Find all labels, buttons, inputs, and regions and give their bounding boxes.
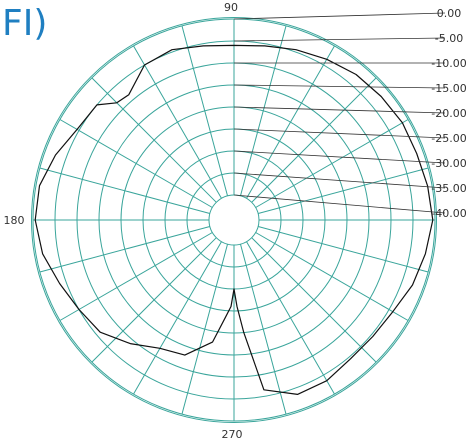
radial-tick-leader: [233, 128, 446, 139]
radial-tick-leader: [233, 150, 446, 164]
grid-spoke: [91, 237, 217, 363]
trace-layer: [34, 44, 434, 395]
grid-spoke: [246, 241, 335, 395]
outer-ring: [31, 17, 437, 423]
radial-tick-leader: [233, 12, 446, 20]
angle-label: 90: [224, 1, 238, 14]
radial-tick-label: -5.00: [435, 32, 463, 45]
grid-spoke: [255, 119, 409, 208]
polar-grid: [31, 17, 437, 423]
grid-spoke: [181, 244, 229, 415]
angle-label: 270: [222, 428, 243, 441]
grid-spoke: [91, 77, 217, 203]
radial-tick-leader: [233, 194, 446, 214]
grid-spoke: [59, 119, 213, 208]
grid-spoke: [39, 167, 210, 215]
radial-tick-label: -15.00: [431, 82, 466, 95]
grid-spoke: [258, 167, 429, 215]
radial-tick-leader: [233, 84, 446, 89]
radial-tick-label: -30.00: [431, 157, 466, 170]
grid-spoke: [59, 232, 213, 321]
grid-spoke: [255, 232, 409, 321]
grid-spoke: [251, 77, 377, 203]
grid-spoke: [181, 25, 229, 196]
radial-tick-label: -35.00: [431, 182, 466, 195]
radial-tick-label: 0.00: [437, 7, 462, 20]
pattern-trace: [34, 44, 434, 395]
radial-tick-leader: [233, 37, 446, 42]
radial-tick-label: -40.00: [431, 207, 466, 220]
radial-tick-leader: [233, 106, 446, 114]
radial-tick-label: -20.00: [431, 107, 466, 120]
grid-spoke: [239, 244, 287, 415]
grid-spoke: [258, 225, 429, 273]
grid-spoke: [133, 241, 222, 395]
radial-tick-label: -25.00: [431, 132, 466, 145]
grid-spoke: [39, 225, 210, 273]
label-layer: 0.00 -5.00 -10.00 -15.00 -20.00 -25.00 -30.00 -…: [4, 1, 467, 441]
panel-label: FI): [2, 3, 48, 44]
grid-ring: [208, 194, 260, 246]
radial-tick-label: -10.00: [431, 57, 466, 70]
grid-spoke: [251, 237, 377, 363]
grid-spoke: [133, 45, 222, 199]
grid-spoke: [239, 25, 287, 196]
angle-label: 180: [4, 214, 25, 227]
radial-tick-leader: [233, 172, 446, 189]
grid-spoke: [246, 45, 335, 199]
